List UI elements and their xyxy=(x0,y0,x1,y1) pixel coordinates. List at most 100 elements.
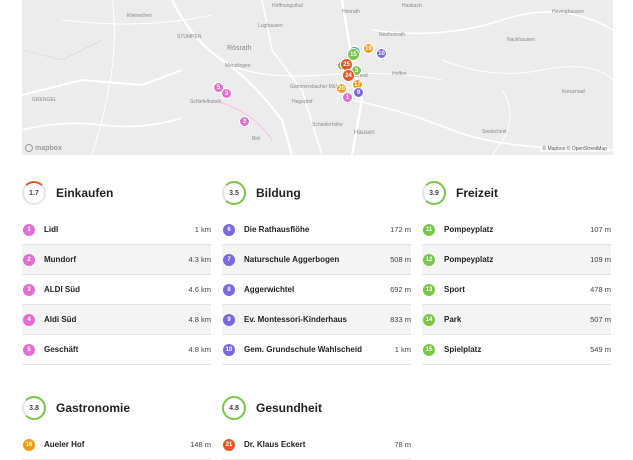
list-item[interactable]: 9 Ev. Montessori-Kinderhaus 833 m xyxy=(222,305,411,335)
map[interactable]: Kleinechen STUMPEN Rösrath Hoffnungsthal… xyxy=(22,0,613,155)
list-item[interactable]: 1 Lidl 1 km xyxy=(22,215,211,245)
score-ring: 1.7 xyxy=(22,181,46,205)
map-label: Kreuznaaf xyxy=(562,89,585,95)
score-ring: 3.8 xyxy=(22,396,46,420)
score-ring: 3.5 xyxy=(222,181,246,205)
list-item[interactable]: 7 Naturschule Aggerbogen 508 m xyxy=(222,245,411,275)
category-title: Freizeit xyxy=(456,186,499,200)
item-distance: 507 m xyxy=(590,315,611,324)
item-number: 8 xyxy=(223,283,235,296)
map-label: Scheiderhöhe xyxy=(312,122,343,128)
list-item[interactable]: 13 Sport 478 m xyxy=(422,275,611,305)
item-number: 7 xyxy=(223,253,235,266)
map-label: GRENGEL xyxy=(32,97,57,103)
category-title: Einkaufen xyxy=(56,186,114,200)
map-pin-24[interactable]: 24 xyxy=(342,69,355,82)
item-name: Sport xyxy=(444,285,465,294)
map-label: Schiefelbusch xyxy=(190,99,222,105)
map-label: Honrath xyxy=(342,9,360,15)
list-item[interactable]: 3 ALDI Süd 4.6 km xyxy=(22,275,211,305)
item-name: Aldi Süd xyxy=(44,315,77,324)
map-label: Seelscheid xyxy=(482,129,507,135)
item-distance: 109 m xyxy=(590,255,611,264)
list-item[interactable]: 10 Gem. Grundschule Wahlscheid 1 km xyxy=(222,335,411,365)
map-roads xyxy=(22,0,613,155)
score-ring: 3.9 xyxy=(422,181,446,205)
map-label: Neuhonrath xyxy=(379,32,406,38)
item-distance: 508 m xyxy=(390,255,411,264)
map-pin-1[interactable]: 1 xyxy=(342,92,353,103)
list-item[interactable]: 12 Pompeyplatz 109 m xyxy=(422,245,611,275)
category-header: 4.8 Gesundheit xyxy=(222,393,411,423)
category-title: Bildung xyxy=(256,186,301,200)
category-freizeit: 3.9 Freizeit 11 Pompeyplatz 107 m 12 Pompey… xyxy=(422,178,611,365)
item-distance: 4.8 km xyxy=(188,345,211,354)
list-item[interactable]: 2 Mundorf 4.3 km xyxy=(22,245,211,275)
item-number: 5 xyxy=(23,343,35,356)
mapbox-icon xyxy=(25,144,33,152)
score-arc xyxy=(422,181,446,205)
item-name: Ev. Montessori-Kinderhaus xyxy=(244,315,347,324)
item-distance: 4.6 km xyxy=(188,285,211,294)
map-pin-15[interactable]: 15 xyxy=(347,48,360,61)
item-name: ALDI Süd xyxy=(44,285,80,294)
item-number: 10 xyxy=(223,343,235,356)
item-distance: 4.8 km xyxy=(188,315,211,324)
mapbox-logo-text: mapbox xyxy=(35,144,62,152)
list-item[interactable]: 4 Aldi Süd 4.8 km xyxy=(22,305,211,335)
category-gesundheit: 4.8 Gesundheit 21 Dr. Klaus Eckert 78 m xyxy=(222,393,411,460)
list-item[interactable]: 16 Aueler Hof 148 m xyxy=(22,430,211,460)
map-label: Birk xyxy=(252,136,261,142)
score-arc xyxy=(222,396,246,420)
item-number: 12 xyxy=(423,253,435,266)
item-number: 2 xyxy=(23,253,35,266)
map-label: Hoffen xyxy=(392,71,407,77)
list-item[interactable]: 8 Aggerwichtel 692 m xyxy=(222,275,411,305)
list-item[interactable]: 15 Spielplatz 549 m xyxy=(422,335,611,365)
item-distance: 4.3 km xyxy=(188,255,211,264)
map-pin-9[interactable]: 9 xyxy=(353,87,364,98)
map-label: Lughausen xyxy=(258,23,283,29)
list-item[interactable]: 5 Geschäft 4.8 km xyxy=(22,335,211,365)
item-name: Aggerwichtel xyxy=(244,285,295,294)
item-name: Pompeyplatz xyxy=(444,255,494,264)
item-distance: 549 m xyxy=(590,345,611,354)
map-label: Hagerhof xyxy=(292,99,313,105)
item-distance: 107 m xyxy=(590,225,611,234)
map-pin-20[interactable]: 20 xyxy=(336,83,347,94)
item-name: Spielplatz xyxy=(444,345,482,354)
item-name: Naturschule Aggerbogen xyxy=(244,255,340,264)
item-name: Die Rathausflöhe xyxy=(244,225,310,234)
list-item[interactable]: 11 Pompeyplatz 107 m xyxy=(422,215,611,245)
item-number: 3 xyxy=(23,283,35,296)
map-pin-5[interactable]: 5 xyxy=(213,82,224,93)
item-name: Lidl xyxy=(44,225,59,234)
score-ring: 4.8 xyxy=(222,396,246,420)
item-name: Dr. Klaus Eckert xyxy=(244,440,306,449)
item-number: 13 xyxy=(423,283,435,296)
mapbox-logo[interactable]: mapbox xyxy=(25,144,62,152)
item-name: Park xyxy=(444,315,462,324)
item-number: 11 xyxy=(423,223,435,236)
item-distance: 692 m xyxy=(390,285,411,294)
item-number: 1 xyxy=(23,223,35,236)
list-item[interactable]: 6 Die Rathausflöhe 172 m xyxy=(222,215,411,245)
item-name: Aueler Hof xyxy=(44,440,85,449)
map-label: Hoffnungsthal xyxy=(272,3,303,9)
map-label: Menzlingen xyxy=(225,63,251,69)
list-item[interactable]: 21 Dr. Klaus Eckert 78 m xyxy=(222,430,411,460)
item-name: Mundorf xyxy=(44,255,76,264)
item-number: 14 xyxy=(423,313,435,326)
item-distance: 172 m xyxy=(390,225,411,234)
item-number: 4 xyxy=(23,313,35,326)
map-pin-3[interactable]: 3 xyxy=(221,88,232,99)
item-number: 21 xyxy=(223,438,235,451)
map-pin-10[interactable]: 10 xyxy=(376,48,387,59)
item-number: 15 xyxy=(423,343,435,356)
map-pin-19[interactable]: 19 xyxy=(363,43,374,54)
map-attribution[interactable]: © Mapbox © OpenStreetMap xyxy=(540,146,609,152)
list-item[interactable]: 14 Park 507 m xyxy=(422,305,611,335)
map-label: Hasbach xyxy=(402,3,422,9)
category-header: 3.8 Gastronomie xyxy=(22,393,211,423)
map-pin-2[interactable]: 2 xyxy=(239,116,250,127)
